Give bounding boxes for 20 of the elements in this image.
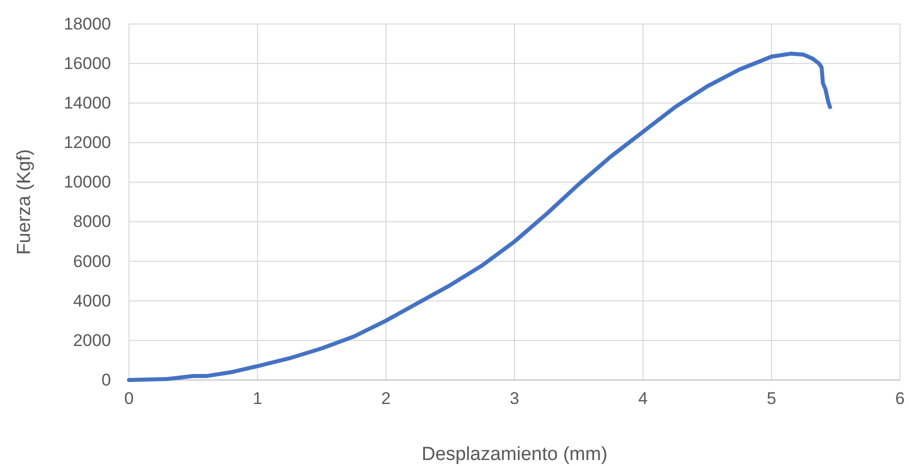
y-tick-label: 6000 — [73, 252, 111, 271]
x-tick-label: 2 — [381, 389, 391, 408]
x-tick-label: 1 — [252, 389, 262, 408]
x-tick-label: 6 — [895, 389, 905, 408]
y-tick-label: 16000 — [64, 54, 111, 73]
y-tick-label: 2000 — [73, 330, 111, 350]
y-tick-label: 18000 — [64, 14, 111, 34]
x-tick-label: 0 — [124, 389, 134, 408]
x-axis-title: Desplazamiento (mm) — [422, 444, 608, 465]
y-tick-label: 0 — [102, 370, 111, 390]
x-tick-label: 3 — [510, 389, 520, 408]
y-tick-label: 10000 — [64, 172, 111, 192]
y-tick-label: 14000 — [64, 94, 111, 113]
line-series — [127, 52, 832, 382]
y-tick-label: 8000 — [73, 212, 111, 232]
x-tick-label: 5 — [766, 389, 776, 408]
y-axis-title: Fuerza (Kgf) — [14, 149, 35, 255]
y-tick-label: 4000 — [73, 291, 111, 310]
x-tick-label: 4 — [638, 389, 648, 408]
y-tick-label: 12000 — [64, 133, 111, 152]
